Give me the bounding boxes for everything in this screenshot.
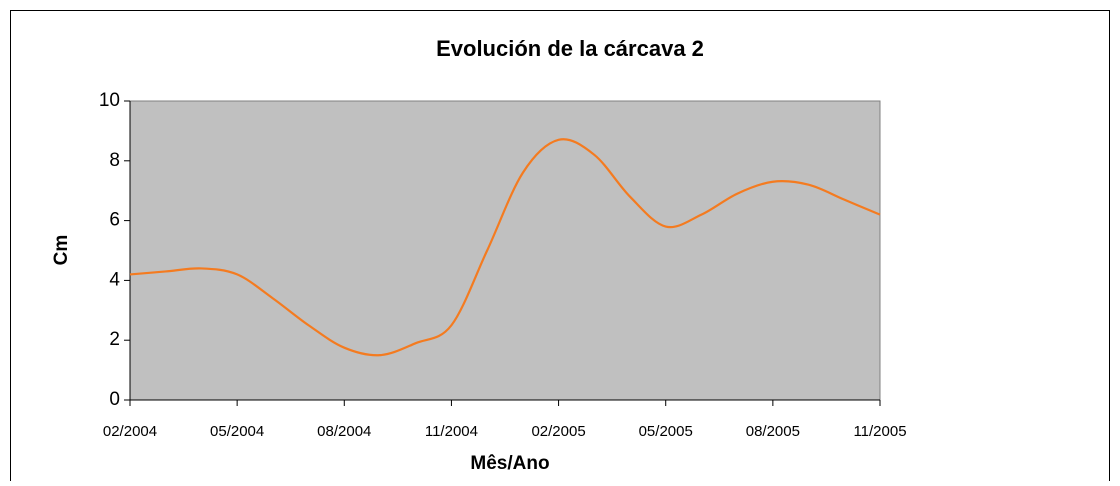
x-tick-label: 11/2004 [425,423,478,440]
x-tick-label: 08/2004 [317,423,371,440]
y-tick-label: 4 [109,269,120,290]
y-tick-label: 8 [109,150,120,171]
y-tick-label: 2 [109,329,120,350]
x-tick-label: 02/2004 [103,423,157,440]
y-tick-label: 10 [99,90,120,111]
x-tick-label: 05/2005 [639,423,693,440]
y-tick-label: 0 [109,389,120,410]
x-tick-label: 08/2005 [746,423,800,440]
x-axis-title: Mês/Ano [470,453,549,474]
x-tick-label: 02/2005 [531,423,585,440]
plot-area [129,100,881,401]
chart-title: Evolución de la cárcava 2 [436,36,704,61]
x-tick-label: 11/2005 [853,423,906,440]
data-line [129,138,881,357]
x-tick-label: 05/2004 [210,423,264,440]
y-tick-label: 6 [109,210,120,231]
y-axis-title: Cm [51,235,72,266]
